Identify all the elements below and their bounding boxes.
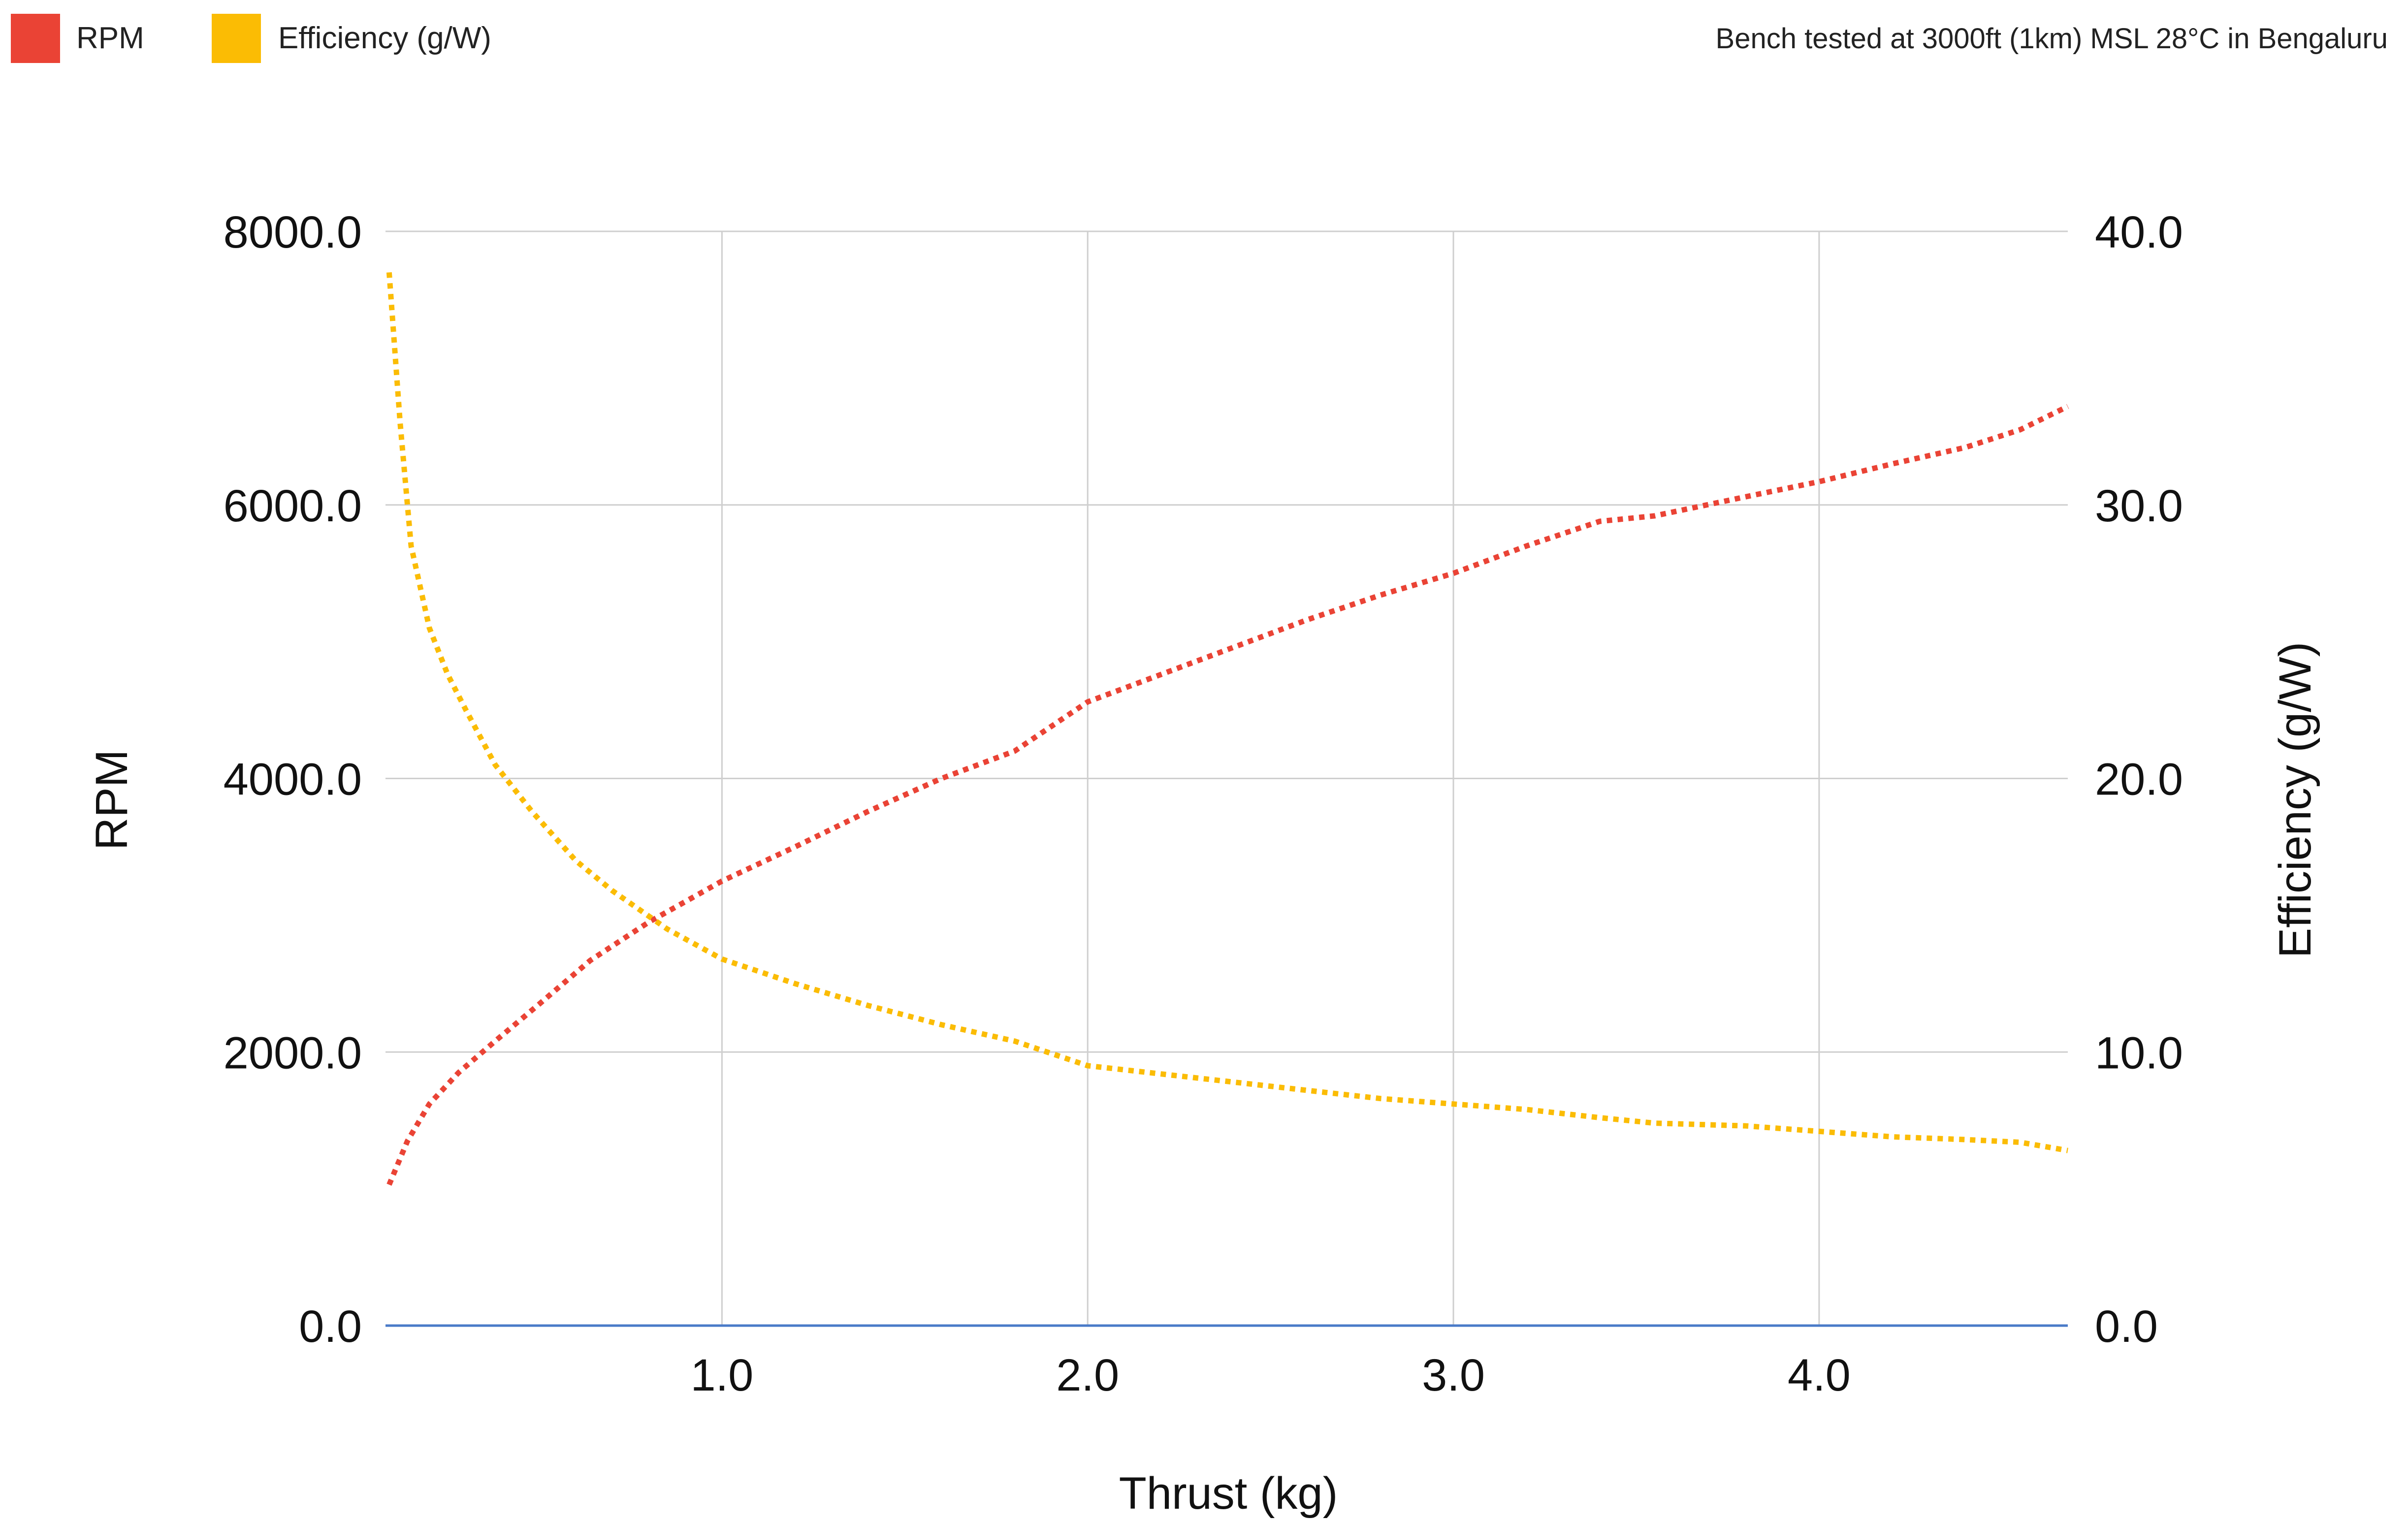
y2-tick-label: 40.0 [2095,207,2183,257]
chart-note: Bench tested at 3000ft (1km) MSL 28°C in… [1716,23,2388,55]
legend-swatch-efficiency [212,14,261,63]
y-tick-label: 8000.0 [224,207,362,257]
x-tick-label: 4.0 [1788,1350,1851,1400]
legend-swatch-rpm [11,14,60,63]
y-tick-label: 0.0 [299,1301,362,1352]
y2-tick-label: 10.0 [2095,1028,2183,1078]
x-axis-title: Thrust (kg) [1119,1468,1338,1519]
series-layer [386,272,2069,1186]
gridlines [385,230,2068,1326]
series-line-efficiency [386,272,2068,1153]
x-tick-label: 1.0 [690,1350,753,1400]
x-tick-label: 3.0 [1422,1350,1485,1400]
x-tick-label: 2.0 [1056,1350,1119,1400]
tick-labels: 0.0 2000.0 4000.0 6000.0 8000.0 0.0 10.0 20.0 30… [224,207,2183,1400]
y-tick-label: 4000.0 [224,755,362,805]
y2-axis-title: Efficiency (g/W) [2270,642,2320,958]
y-axis-title: RPM [87,750,137,850]
y-tick-label: 6000.0 [224,481,362,531]
y2-tick-label: 30.0 [2095,481,2183,531]
legend-label-rpm: RPM [76,21,144,55]
y2-tick-label: 0.0 [2095,1301,2158,1352]
legend: RPM Efficiency (g/W) [11,14,491,63]
series-line-rpm [386,404,2069,1186]
y2-tick-label: 20.0 [2095,755,2183,805]
legend-label-efficiency: Efficiency (g/W) [278,21,491,55]
y-tick-label: 2000.0 [224,1028,362,1078]
